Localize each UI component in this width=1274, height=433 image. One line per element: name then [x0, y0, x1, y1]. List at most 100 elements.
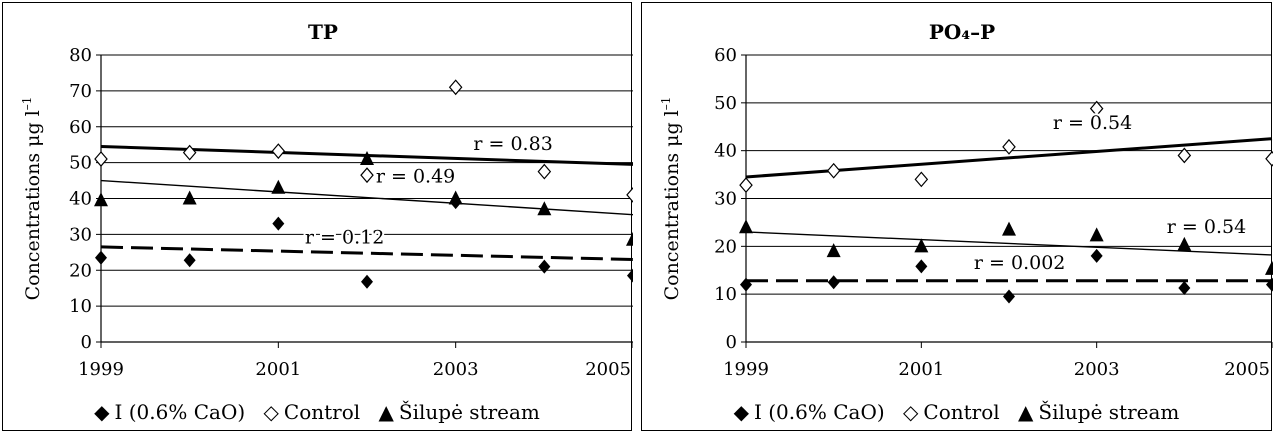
data-point-triangle: [1002, 221, 1016, 236]
x-tick-label: 2003: [1074, 359, 1120, 380]
data-point-diamond: [627, 268, 633, 283]
data-point-diamond: [183, 253, 196, 268]
x-tick-label: 2001: [898, 359, 944, 380]
open-diamond-icon: ◇: [903, 400, 919, 424]
legend-label: I (0.6% CaO): [114, 400, 246, 424]
data-point-open-diamond: [626, 186, 633, 203]
y-axis-label: Concentrations μg l–1: [20, 97, 44, 301]
data-point-triangle: [739, 219, 753, 234]
legend-label: Control: [283, 400, 361, 424]
legend-label: I (0.6% CaO): [754, 400, 885, 424]
data-point-open-diamond: [537, 163, 552, 180]
y-tick-label: 50: [714, 93, 737, 114]
x-tick-label: 1999: [78, 359, 124, 380]
r-annotation: r = 0.002: [974, 252, 1065, 274]
x-tick-label: 2005: [585, 359, 631, 380]
y-tick-label: 0: [726, 332, 737, 353]
y-tick-label: 0: [81, 332, 92, 353]
y-tick-label: 20: [69, 260, 92, 281]
r-annotation: r = 0.49: [376, 165, 455, 187]
data-point-open-diamond: [1089, 100, 1104, 117]
trendline: [745, 231, 1273, 256]
chart-title: TP: [308, 20, 338, 44]
chart-panel-tp: 0 10 20 30 40 50 60 70 80 1999 2001 2003 2005 TP Conce…: [2, 2, 633, 431]
data-point-open-diamond: [739, 177, 753, 194]
data-point-open-diamond: [1002, 138, 1016, 155]
y-tick-label: 60: [714, 45, 737, 66]
legend: ◆ I (0.6% CaO) ◇ Control ▲ Šilupė stream: [3, 400, 631, 424]
data-point-diamond: [915, 259, 928, 274]
data-point-diamond: [272, 216, 285, 231]
data-point-diamond: [740, 277, 752, 292]
data-point-diamond: [538, 259, 551, 274]
legend-label: Šilupė stream: [398, 400, 540, 424]
chart-title: PO₄–P: [929, 20, 995, 44]
r-annotation: r = 0.12: [305, 226, 384, 248]
filled-triangle-icon: ▲: [378, 400, 394, 424]
data-point-diamond: [1178, 280, 1191, 295]
x-tick-label: 1999: [723, 359, 769, 380]
data-point-open-diamond: [360, 167, 374, 184]
data-point-diamond: [1266, 277, 1273, 292]
y-tick-label: 40: [714, 141, 737, 162]
data-point-open-diamond: [914, 171, 929, 188]
y-tick-label: 70: [69, 81, 92, 102]
legend-item-treatment: ◆ I (0.6% CaO): [734, 400, 885, 424]
data-point-triangle: [271, 179, 286, 194]
trendline: [100, 179, 633, 216]
y-axis-label: Concentrations μg l–1: [659, 97, 683, 301]
data-point-triangle: [826, 243, 841, 258]
data-point-triangle: [537, 201, 552, 216]
data-point-open-diamond: [182, 144, 197, 161]
legend-item-control: ◇ Control: [903, 400, 1000, 424]
data-point-diamond: [1003, 289, 1015, 304]
legend-label: Control: [923, 400, 1000, 424]
data-point-triangle: [626, 231, 633, 246]
y-tick-label: 10: [714, 284, 737, 305]
chart-tp: 0 10 20 30 40 50 60 70 80 1999 2001 2003 2005 TP Conce…: [20, 20, 633, 380]
y-tick-label: 50: [69, 153, 92, 174]
x-tick-label: 2005: [1224, 359, 1270, 380]
y-tick-label: 80: [69, 45, 92, 66]
data-point-open-diamond: [1265, 150, 1273, 167]
data-point-triangle: [1265, 260, 1273, 275]
y-tick-label: 20: [714, 236, 737, 257]
y-tick-label: 10: [69, 296, 92, 317]
filled-diamond-icon: ◆: [733, 400, 749, 424]
legend-item-control: ◇ Control: [264, 400, 361, 424]
filled-diamond-icon: ◆: [94, 400, 110, 424]
data-point-diamond: [1090, 248, 1103, 263]
legend-item-stream: ▲ Šilupė stream: [379, 400, 540, 424]
r-annotation: r = 0.54: [1053, 112, 1132, 134]
y-tick-label: 40: [69, 189, 92, 210]
data-point-triangle: [360, 151, 374, 166]
legend-item-treatment: ◆ I (0.6% CaO): [94, 400, 245, 424]
data-point-open-diamond: [826, 162, 841, 179]
legend-label: Šilupė stream: [1038, 400, 1180, 424]
y-tick-label: 60: [69, 117, 92, 138]
legend: ◆ I (0.6% CaO) ◇ Control ▲ Šilupė stream: [642, 400, 1271, 424]
y-tick-label: 30: [69, 224, 92, 245]
data-point-open-diamond: [1177, 147, 1192, 164]
y-tick-label: 30: [714, 189, 737, 210]
r-annotation: r = 0.54: [1167, 216, 1246, 238]
data-point-triangle: [182, 190, 197, 205]
data-point-diamond: [361, 274, 373, 289]
data-point-triangle: [1089, 227, 1104, 242]
x-tick-label: 2001: [255, 359, 301, 380]
open-diamond-icon: ◇: [263, 400, 279, 424]
data-point-open-diamond: [448, 79, 463, 96]
data-point-triangle: [448, 190, 463, 205]
data-point-triangle: [1177, 236, 1192, 251]
data-point-triangle: [914, 238, 929, 253]
chart-panel-po4p: 0 10 20 30 40 50 60 1999 2001 2003 2005 PO₄–P Concen…: [641, 2, 1273, 431]
data-point-diamond: [95, 250, 107, 265]
trendline: [100, 245, 633, 261]
filled-triangle-icon: ▲: [1018, 400, 1034, 424]
data-point-open-diamond: [271, 143, 286, 160]
data-point-triangle: [94, 192, 108, 207]
data-point-open-diamond: [94, 151, 108, 167]
r-annotation: r = 0.83: [473, 133, 552, 155]
legend-item-stream: ▲ Šilupė stream: [1018, 400, 1179, 424]
x-tick-label: 2003: [433, 359, 479, 380]
